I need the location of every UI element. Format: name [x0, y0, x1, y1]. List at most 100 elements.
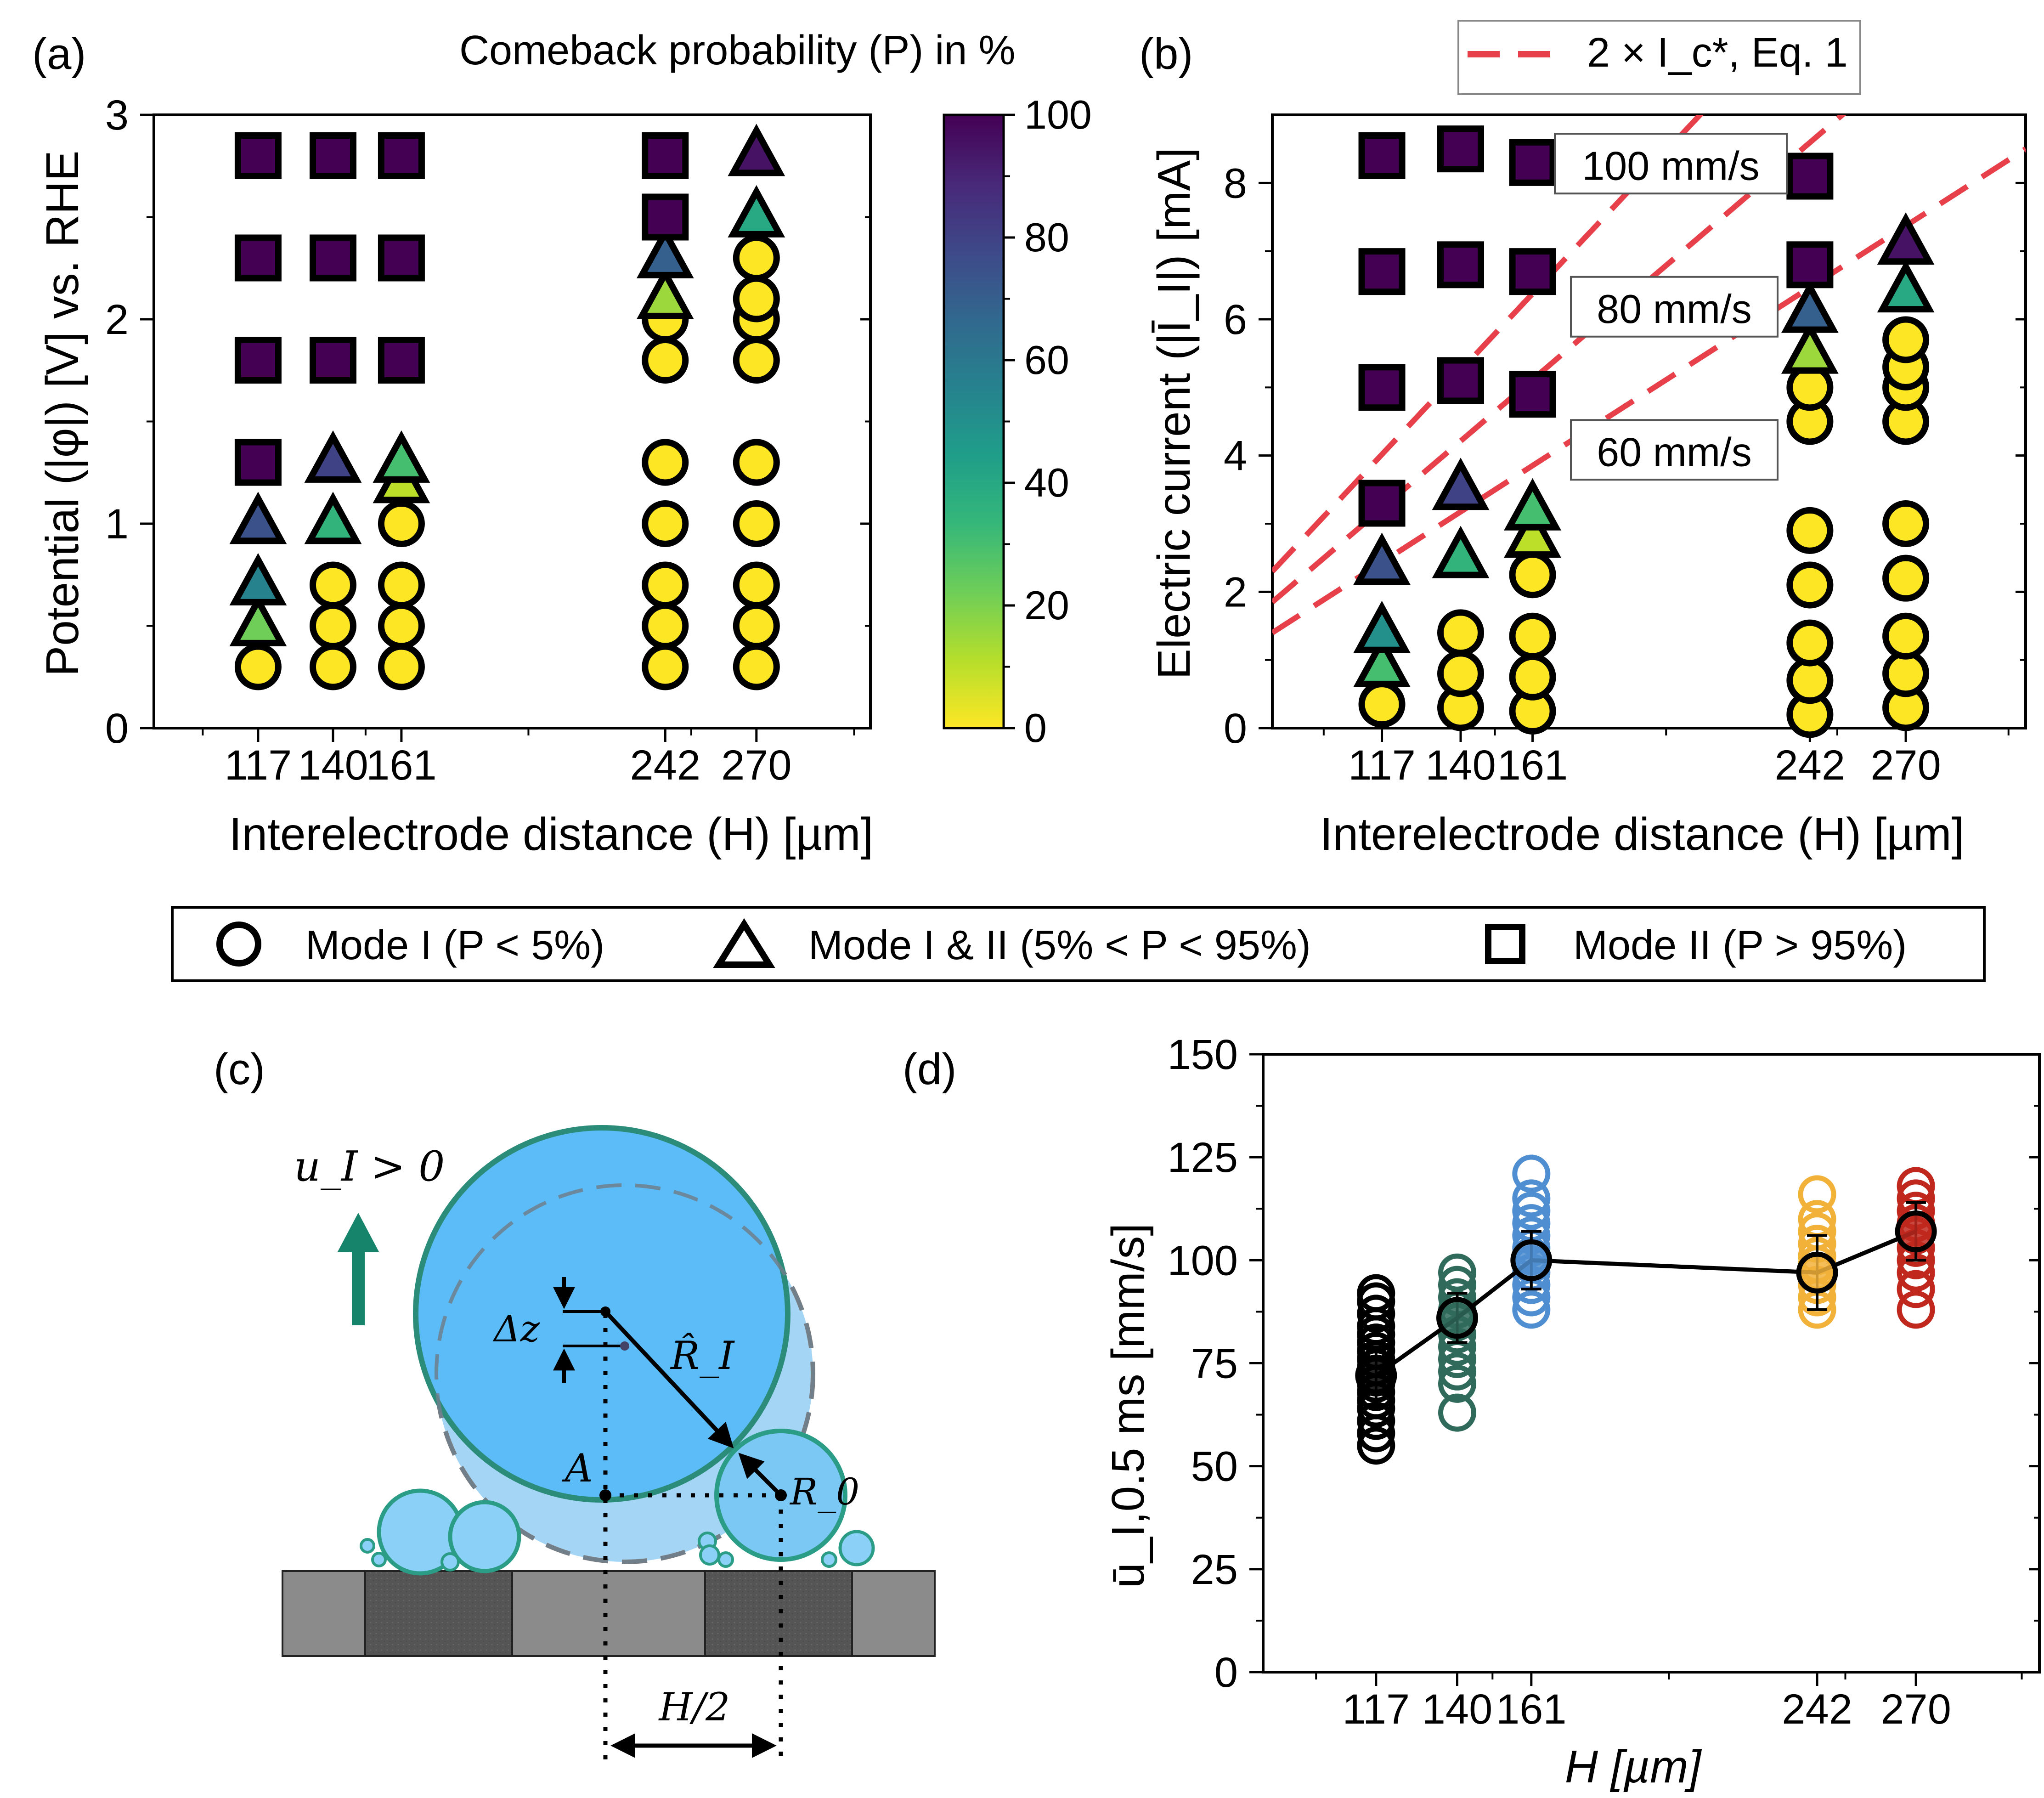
data-point-triangle	[229, 553, 287, 605]
data-point-triangle	[304, 492, 362, 544]
data-point-triangle	[636, 266, 694, 319]
velocity-arrowhead-icon	[338, 1213, 379, 1252]
x-tick-label: 242	[1782, 1686, 1852, 1733]
mean-point	[1355, 1354, 1397, 1397]
data-point-triangle	[1781, 280, 1839, 333]
data-point-circle	[1786, 507, 1834, 554]
y-tick-label: 1	[105, 501, 129, 548]
data-point-triangle	[1353, 634, 1411, 687]
data-point-circle	[1786, 619, 1834, 667]
data-point-ring	[1438, 1253, 1476, 1292]
y-tick-label: 75	[1191, 1340, 1238, 1387]
data-point-circle	[733, 275, 780, 322]
data-point-ring	[1438, 1393, 1476, 1432]
x-tick-label: 117	[225, 742, 292, 789]
data-point-triangle	[1353, 600, 1411, 653]
data-point-triangle	[728, 124, 785, 176]
data-point-circle	[1358, 681, 1406, 728]
data-point-square	[1437, 125, 1484, 173]
panel-label-a: (a)	[32, 29, 86, 79]
data-point-circle	[1509, 551, 1556, 599]
xlabel-a: Interelectrode distance (H) [µm]	[229, 809, 874, 860]
data-point-circle	[733, 643, 780, 690]
mean-point	[1436, 1297, 1478, 1339]
colorbar-tick-label: 20	[1024, 582, 1069, 628]
data-point-square	[234, 337, 282, 384]
data-point-circle	[642, 561, 689, 609]
x-tick-label: 270	[1880, 1686, 1951, 1733]
data-point-ring	[1798, 1175, 1836, 1214]
speed-label-box	[1554, 133, 1788, 195]
data-point-circle	[642, 337, 689, 384]
data-point-triangle	[636, 226, 694, 278]
panel-b: (b) 117 140 161 242 270 0 2 4 6 8 100 mm/s 80 mm/s 6…	[1139, 20, 2027, 860]
data-point-ring	[1897, 1270, 1935, 1308]
data-point-circle	[733, 561, 780, 609]
data-point-triangle	[1504, 478, 1561, 531]
panel-label-d: (d)	[903, 1045, 956, 1094]
y-tick-label: 100	[1168, 1237, 1238, 1284]
colorbar-tick-label: 0	[1024, 705, 1047, 751]
y-tick-label: 150	[1168, 1031, 1238, 1078]
ylabel-a: Potential (|φ|) [V] vs. RHE	[37, 151, 88, 677]
data-point-square	[310, 337, 356, 384]
data-point-circle	[733, 439, 780, 486]
panel-c-schematic: (c) u_I > 0 Δz	[214, 1045, 936, 1764]
panel-label-b: (b)	[1139, 29, 1193, 79]
legend-circle-label: Mode I (P < 5%)	[305, 922, 604, 968]
data-point-circle	[1882, 316, 1930, 363]
speed-label: 60 mm/s	[1597, 429, 1751, 475]
x-tick-label: 161	[1497, 742, 1568, 789]
data-point-circle	[642, 500, 689, 547]
mean-point	[1796, 1251, 1838, 1294]
data-point-circle	[378, 500, 425, 547]
electrode-left	[364, 1570, 513, 1657]
data-point-triangle	[229, 492, 287, 544]
y-tick-label: 125	[1168, 1134, 1238, 1181]
x-tick-label: 117	[1348, 742, 1416, 789]
data-point-triangle	[1504, 505, 1561, 558]
data-point-square	[1358, 132, 1406, 179]
colorbar-tick-label: 80	[1024, 215, 1069, 260]
panel-a: (a) Comeback probability (P) in % 117 140…	[32, 28, 1092, 860]
legend-circle-icon	[216, 922, 261, 967]
data-point-circle	[642, 643, 689, 690]
velocity-label: u_I > 0	[294, 1142, 445, 1191]
x-tick-label: 140	[1422, 1686, 1493, 1733]
half-h-label: H/2	[658, 1685, 730, 1730]
mean-point	[1510, 1239, 1553, 1281]
legend-triangle-icon	[713, 918, 775, 968]
data-point-ring	[1357, 1295, 1395, 1333]
data-point-ring	[1357, 1426, 1395, 1465]
data-point-square	[378, 234, 425, 282]
data-point-triangle	[1781, 321, 1839, 374]
data-point-square	[1437, 241, 1484, 288]
data-point-circle	[378, 643, 425, 690]
plot-d: 117 140 161 242 270 0 25 50 75 100 125 150	[1168, 1031, 2041, 1733]
data-point-circle	[733, 500, 780, 547]
data-point-circle	[378, 602, 425, 650]
x-tick-label: 161	[366, 742, 437, 789]
data-point-triangle	[304, 430, 362, 483]
x-tick-label: 140	[1425, 742, 1496, 789]
x-tick-label: 270	[1870, 742, 1941, 789]
data-point-square	[1509, 139, 1556, 186]
data-point-circle	[310, 643, 356, 690]
speed-label: 100 mm/s	[1582, 143, 1759, 188]
data-point-square	[642, 132, 689, 179]
y-tick-label: 25	[1191, 1546, 1238, 1593]
x-tick-label: 242	[1775, 742, 1846, 789]
data-point-square	[378, 132, 425, 179]
xlabel-b: Interelectrode distance (H) [µm]	[1320, 809, 1965, 860]
y-tick-label: 50	[1191, 1443, 1238, 1490]
data-point-square	[1358, 248, 1406, 295]
data-point-ring	[1897, 1290, 1935, 1329]
data-point-square	[1358, 364, 1406, 411]
y-tick-label: 3	[105, 92, 129, 139]
data-point-ring	[1438, 1352, 1476, 1391]
data-point-circle	[234, 643, 282, 690]
electrode-right	[704, 1570, 853, 1657]
colorbar-tick-label: 40	[1024, 460, 1069, 505]
